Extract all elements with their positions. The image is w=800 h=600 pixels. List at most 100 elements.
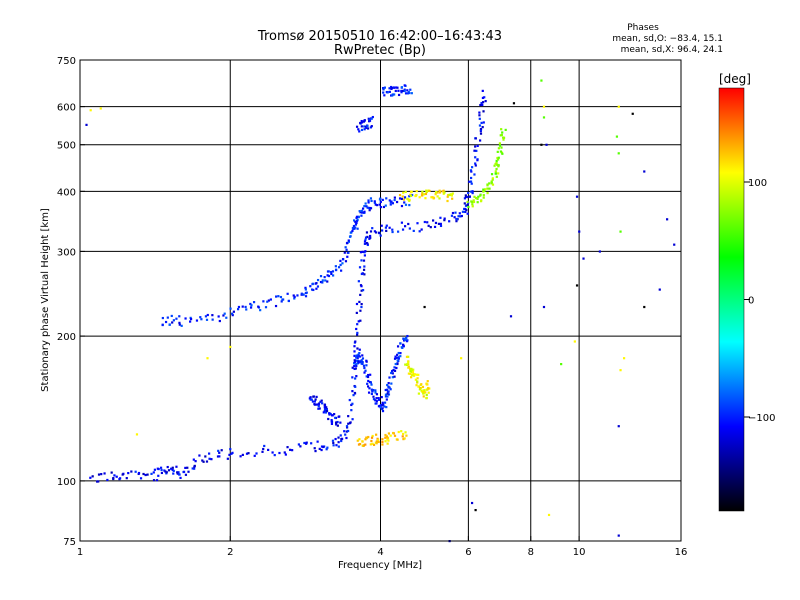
data-point bbox=[385, 197, 388, 200]
data-point bbox=[287, 299, 290, 302]
data-point bbox=[471, 200, 474, 204]
data-point bbox=[323, 408, 327, 411]
data-point bbox=[352, 224, 356, 228]
data-point bbox=[497, 156, 500, 159]
data-point bbox=[383, 94, 386, 97]
data-point bbox=[313, 403, 317, 406]
data-point bbox=[484, 188, 487, 191]
data-point bbox=[482, 194, 485, 197]
data-point bbox=[178, 315, 181, 318]
data-point bbox=[540, 79, 543, 82]
data-point bbox=[361, 250, 364, 253]
data-point bbox=[211, 314, 214, 317]
data-point bbox=[333, 413, 336, 416]
data-point bbox=[161, 316, 164, 320]
data-point bbox=[320, 445, 324, 448]
data-point bbox=[364, 443, 367, 446]
data-point bbox=[324, 279, 327, 282]
data-point bbox=[316, 285, 320, 288]
data-point bbox=[617, 105, 620, 108]
data-point bbox=[542, 305, 546, 309]
data-point bbox=[448, 220, 451, 223]
data-point bbox=[411, 371, 415, 374]
data-point bbox=[631, 112, 634, 115]
data-point bbox=[237, 305, 241, 309]
data-point bbox=[439, 224, 443, 228]
data-point bbox=[474, 156, 477, 159]
data-point bbox=[392, 369, 395, 372]
data-point bbox=[402, 438, 405, 441]
data-point bbox=[323, 409, 326, 412]
data-point bbox=[397, 430, 400, 434]
data-point bbox=[404, 203, 408, 206]
data-point bbox=[426, 221, 429, 224]
data-point bbox=[464, 194, 467, 197]
data-point bbox=[315, 395, 318, 399]
data-point bbox=[330, 420, 333, 423]
data-point bbox=[316, 278, 320, 282]
data-point bbox=[406, 334, 409, 338]
data-point bbox=[423, 305, 426, 309]
data-point bbox=[358, 360, 362, 364]
data-point bbox=[155, 479, 159, 482]
data-point bbox=[96, 480, 99, 483]
data-point bbox=[493, 164, 496, 167]
data-point bbox=[386, 438, 389, 441]
data-point bbox=[408, 227, 411, 230]
data-point bbox=[403, 196, 407, 199]
data-point bbox=[384, 433, 387, 437]
data-point bbox=[157, 467, 160, 471]
data-point bbox=[324, 411, 327, 414]
data-point bbox=[379, 234, 382, 237]
data-point bbox=[365, 364, 368, 367]
data-point bbox=[370, 392, 373, 396]
data-point bbox=[354, 223, 358, 226]
data-point bbox=[401, 195, 404, 198]
data-point bbox=[364, 125, 368, 128]
data-point bbox=[356, 439, 359, 442]
data-point bbox=[176, 472, 179, 475]
data-point bbox=[323, 276, 326, 279]
data-point bbox=[344, 260, 348, 263]
data-point bbox=[496, 156, 499, 160]
data-point bbox=[327, 274, 331, 278]
data-point bbox=[362, 364, 366, 367]
data-point bbox=[226, 457, 229, 460]
y-axis-ticks: 75 100 200 300 400 500 600 750 bbox=[57, 56, 85, 548]
data-point bbox=[473, 149, 476, 152]
data-point bbox=[424, 192, 428, 196]
data-point bbox=[363, 265, 366, 268]
data-point bbox=[322, 445, 325, 449]
data-point bbox=[436, 191, 439, 194]
data-point bbox=[353, 367, 356, 371]
data-point bbox=[354, 340, 357, 343]
data-point bbox=[192, 458, 195, 461]
data-point bbox=[474, 162, 477, 165]
data-point bbox=[421, 192, 424, 195]
data-point bbox=[400, 91, 403, 94]
data-point bbox=[367, 206, 370, 210]
data-point bbox=[482, 196, 485, 199]
y-tick-label: 600 bbox=[57, 103, 76, 114]
data-point bbox=[390, 371, 393, 375]
data-point bbox=[330, 419, 333, 422]
data-point bbox=[366, 382, 369, 385]
data-point bbox=[377, 440, 380, 444]
data-point bbox=[470, 170, 473, 173]
data-point bbox=[374, 399, 377, 402]
data-point bbox=[379, 406, 382, 409]
data-point bbox=[371, 115, 374, 119]
data-point bbox=[391, 202, 395, 205]
data-point bbox=[469, 169, 472, 172]
data-point bbox=[480, 101, 483, 105]
data-point bbox=[275, 295, 278, 298]
data-point bbox=[401, 346, 404, 349]
data-point bbox=[426, 380, 429, 383]
data-point bbox=[468, 180, 471, 183]
data-point bbox=[89, 476, 92, 479]
data-point bbox=[330, 270, 333, 274]
data-point bbox=[279, 295, 283, 299]
data-point bbox=[386, 91, 389, 94]
data-point bbox=[381, 443, 384, 446]
